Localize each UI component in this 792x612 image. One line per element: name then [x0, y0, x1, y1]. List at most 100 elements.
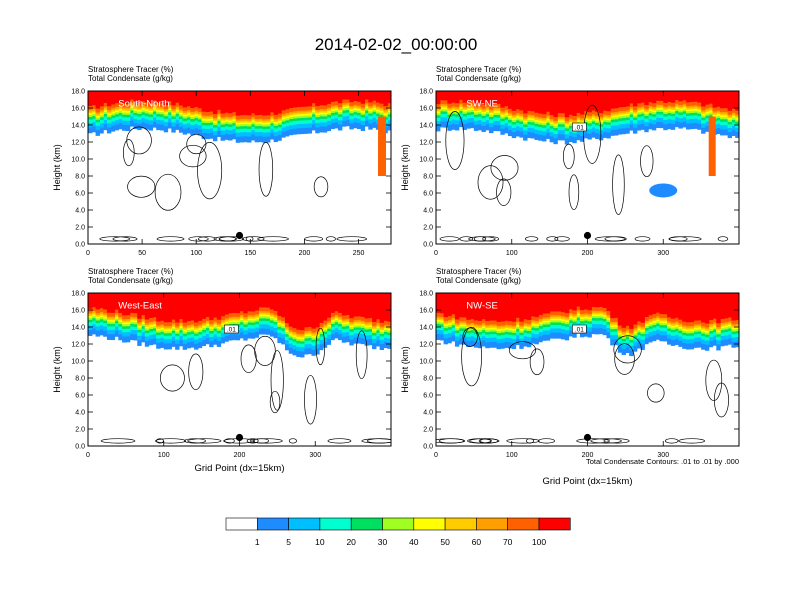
low-cloud-contour: [439, 236, 460, 242]
low-cloud-contour: [669, 236, 688, 242]
contour-note: Total Condensate Contours: .01 to .01 by…: [586, 457, 739, 466]
tracer-cell: [141, 293, 146, 316]
tracer-cell: [568, 91, 573, 115]
panel-name: SW-NE: [466, 98, 498, 109]
tracer-cell: [610, 91, 615, 109]
condensate-contour: [705, 359, 723, 401]
low-cloud-contour: [304, 236, 324, 242]
tracer-cell: [708, 293, 714, 321]
tracer-cell: [530, 91, 536, 112]
y-axis-label: Height (km): [52, 346, 62, 393]
tracer-cell: [156, 293, 161, 322]
x-tick-label: 250: [353, 250, 365, 257]
low-cloud-contour: [242, 236, 265, 242]
tracer-cell: [538, 91, 543, 114]
y-tick-label: 4.0: [423, 410, 433, 417]
low-cloud-contour: [634, 236, 651, 242]
contour-label: .01: [575, 125, 584, 132]
low-cloud-contour: [336, 236, 368, 242]
tracer-cell: [118, 293, 123, 314]
colorbar-label: 20: [346, 537, 356, 547]
location-marker: [235, 231, 244, 240]
tracer-cell: [731, 293, 736, 321]
tracer-cell: [564, 91, 570, 118]
tracer-cell: [300, 293, 305, 331]
tracer-cell: [610, 293, 615, 319]
y-tick-label: 6.0: [423, 191, 433, 198]
tracer-cell: [311, 293, 316, 329]
x-tick-label: 100: [190, 250, 202, 257]
y-tick-label: 10.0: [71, 157, 85, 164]
tracer-cell: [284, 293, 290, 324]
tracer-cell: [727, 293, 733, 318]
panel-south-north: Stratosphere Tracer (%)Total Condensate …: [52, 65, 392, 257]
tracer-cell: [579, 91, 585, 115]
colorbar-label: 5: [286, 537, 291, 547]
y-axis: 0.0 2.0 4.0 6.0 8.0 10.0 12.0 14.0 16.0 18.0: [71, 291, 391, 451]
tracer-streak: [708, 116, 716, 176]
tracer-cell: [447, 293, 452, 317]
tracer-cell: [334, 293, 339, 312]
tracer-cell: [720, 91, 725, 109]
tracer-cell: [375, 293, 381, 320]
plot-area: South-North: [88, 91, 391, 244]
y-tick-label: 16.0: [419, 106, 433, 113]
low-cloud-contour: [156, 438, 164, 444]
tracer-cell: [542, 293, 547, 314]
tracer-cell: [148, 293, 153, 319]
tracer-cell: [560, 91, 566, 114]
y-tick-label: 16.0: [71, 106, 85, 113]
low-cloud-contour: [537, 438, 556, 444]
tracer-cell: [212, 91, 218, 115]
tracer-cell: [439, 293, 445, 314]
tracer-cell: [663, 293, 668, 315]
low-cloud-contour: [524, 236, 539, 242]
tracer-cell: [209, 293, 214, 320]
tracer-cell: [436, 293, 441, 313]
tracer-cell: [243, 91, 248, 116]
y-tick-label: 6.0: [75, 191, 85, 198]
condensate-contour: [462, 327, 478, 347]
tracer-cell: [477, 293, 483, 321]
condensate-contour: [496, 178, 512, 206]
x-tick-label: 200: [582, 452, 594, 459]
tracer-cell: [504, 293, 509, 321]
y-tick-label: 2.0: [75, 225, 85, 232]
tracer-cell: [587, 91, 592, 113]
y-tick-label: 0.0: [75, 444, 85, 451]
y-tick-label: 14.0: [71, 325, 85, 332]
tracer-cell: [651, 293, 657, 314]
tracer-cell: [534, 293, 539, 318]
tracer-cell: [549, 293, 555, 312]
tracer-cell: [129, 293, 135, 313]
low-cloud-contour: [327, 438, 352, 444]
tracer-cell: [723, 91, 729, 109]
condensate-contour: [269, 390, 281, 414]
condensate-contour: [186, 134, 207, 155]
tracer-cell: [723, 293, 729, 319]
y-tick-label: 2.0: [423, 225, 433, 232]
tracer-field: [88, 91, 391, 176]
tracer-cell: [682, 293, 687, 322]
tracer-cell: [693, 293, 698, 321]
tracer-cell: [231, 293, 237, 313]
contour-label: .01: [575, 327, 584, 334]
low-cloud-contour: [197, 236, 217, 242]
tracer-cell: [319, 293, 324, 323]
tracer-cell: [636, 293, 642, 322]
low-cloud-contour: [668, 236, 702, 242]
low-cloud-contour: [155, 438, 187, 444]
low-cloud-contour: [717, 236, 729, 242]
tracer-cell: [515, 293, 520, 318]
tracer-cell: [372, 293, 377, 322]
panel-sw-ne: Stratosphere Tracer (%)Total Condensate …: [400, 65, 740, 257]
condensate-contour: [640, 145, 654, 178]
tracer-cell: [182, 293, 188, 323]
x-axis: 0 100 200 300: [434, 91, 669, 257]
tracer-cell: [122, 293, 127, 316]
tracer-cell: [258, 91, 263, 115]
tracer-cell: [697, 293, 702, 321]
tracer-cell: [553, 293, 558, 312]
label-total-condensate: Total Condensate (g/kg): [88, 276, 173, 285]
tracer-cell: [564, 293, 570, 314]
